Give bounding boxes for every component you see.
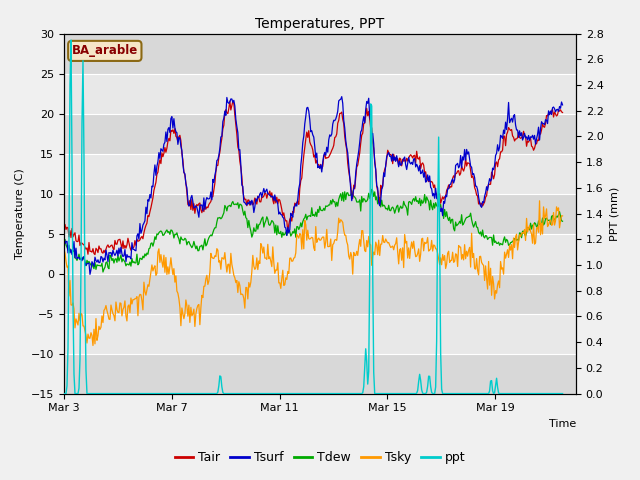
Title: Temperatures, PPT: Temperatures, PPT [255,17,385,31]
Legend: Tair, Tsurf, Tdew, Tsky, ppt: Tair, Tsurf, Tdew, Tsky, ppt [170,446,470,469]
Text: BA_arable: BA_arable [72,44,138,58]
Text: Time: Time [548,419,576,429]
Bar [64,154,576,193]
Bar [64,313,576,354]
Bar [64,34,576,73]
Bar [64,73,576,114]
Bar [64,193,576,234]
Bar [64,234,576,274]
Y-axis label: PPT (mm): PPT (mm) [609,186,619,241]
Bar [64,114,576,154]
Y-axis label: Temperature (C): Temperature (C) [15,168,26,259]
Bar [64,274,576,313]
Bar [64,354,576,394]
